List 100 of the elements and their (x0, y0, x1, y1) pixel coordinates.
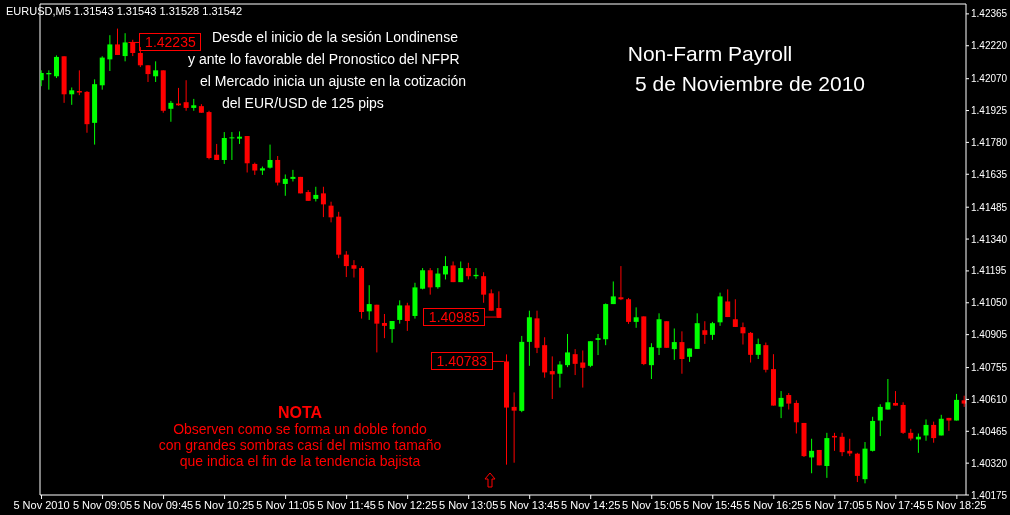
candlestick (397, 299, 403, 325)
candlestick (351, 259, 357, 279)
y-tick-label: 1.41485 (971, 201, 1008, 213)
annotation: 1.40783 (430, 352, 493, 371)
y-tick-label: 1.41925 (971, 105, 1008, 117)
candlestick (748, 331, 754, 364)
x-tick-label: 5 Nov 11:05 (256, 498, 315, 511)
candlestick (153, 60, 159, 83)
candlestick (854, 452, 860, 483)
candlestick (793, 399, 799, 434)
candlestick (755, 338, 761, 360)
candlestick (565, 333, 571, 368)
candlestick (435, 267, 441, 290)
x-tick-label: 5 Nov 09:05 (72, 498, 133, 511)
candlestick (53, 54, 59, 79)
candlestick (954, 393, 960, 422)
candlestick (877, 403, 883, 437)
x-tick-label: 5 Nov 15:45 (683, 498, 743, 511)
candlestick (328, 201, 334, 223)
candlestick (381, 313, 387, 339)
candlestick (557, 360, 563, 389)
annotation: que indica el fin de la tendencia bajista (178, 453, 422, 470)
candlestick (740, 322, 746, 346)
candlestick (374, 304, 380, 353)
candlestick (931, 421, 937, 444)
candlestick (671, 327, 677, 361)
candlestick (114, 28, 120, 56)
candlestick (427, 267, 433, 296)
y-tick-label: 1.40755 (971, 362, 1008, 374)
x-tick-label: 5 Nov 12:25 (377, 498, 438, 511)
candlestick (76, 69, 82, 96)
annotation: 1.42235 (139, 33, 202, 52)
candlestick (648, 342, 654, 380)
x-tick-label: 5 Nov 13:45 (500, 498, 560, 511)
candlestick (839, 432, 845, 457)
x-tick-label: 5 Nov 14:25 (561, 498, 621, 511)
candlestick (229, 131, 235, 161)
candlestick (595, 333, 601, 356)
candlestick (442, 255, 448, 280)
candlestick (732, 298, 738, 328)
y-tick-label: 1.40320 (971, 457, 1008, 469)
candlestick (183, 79, 189, 112)
y-tick-label: 1.42220 (971, 40, 1008, 52)
x-tick-label: 5 Nov 13:05 (439, 498, 499, 511)
y-tick-label: 1.41050 (971, 297, 1008, 309)
x-tick-label: 5 Nov 2010 (13, 498, 70, 511)
candlestick (221, 131, 227, 165)
annotation: NOTA (276, 404, 324, 422)
annotation: con grandes sombras casí del mismo tamaño (157, 437, 443, 454)
candlestick (580, 349, 586, 389)
y-tick-label: 1.41635 (971, 168, 1008, 180)
x-tick-label: 5 Nov 10:25 (194, 498, 255, 511)
candlestick (366, 284, 372, 321)
candlestick (778, 390, 784, 419)
x-tick-label: 5 Nov 16:25 (744, 498, 804, 511)
candlestick (267, 144, 273, 170)
y-tick-label: 1.40905 (971, 329, 1008, 341)
annotation: y ante lo favorable del Pronostico del NFPR (188, 51, 460, 68)
candlestick (626, 297, 632, 325)
candlestick (572, 348, 578, 376)
y-tick-label: 1.41195 (971, 265, 1007, 277)
candlestick (275, 155, 281, 186)
candlestick (725, 288, 731, 318)
candlestick (809, 438, 815, 474)
y-tick-label: 1.40610 (971, 393, 1008, 405)
candlestick (946, 417, 952, 432)
y-tick-label: 1.40175 (971, 489, 1008, 501)
candlestick (290, 169, 296, 183)
text: Non-Farm Payroll (626, 42, 794, 66)
annotation: del EUR/USD de 125 pips (222, 95, 384, 112)
candlestick (320, 186, 326, 218)
candlestick (404, 302, 410, 332)
candlestick (481, 271, 487, 304)
candlestick (168, 100, 174, 123)
candlestick (282, 173, 288, 197)
annotation: Desde el inicio de la sesión Londinense (212, 29, 458, 46)
candlestick (511, 391, 517, 464)
annotation: el Mercado inicia un ajuste en la cotización (200, 73, 467, 90)
y-tick-label: 1.42070 (971, 73, 1008, 85)
x-tick-label: 5 Nov 17:45 (866, 498, 926, 511)
x-tick-label: 5 Nov 18:25 (927, 498, 987, 511)
y-tick-label: 1.41780 (971, 136, 1008, 148)
text: 5 de Noviembre de 2010 (634, 72, 866, 96)
x-tick-label: 5 Nov 17:05 (805, 498, 865, 511)
candlestick (145, 64, 151, 83)
candlestick (488, 288, 494, 312)
candlestick (679, 330, 685, 375)
x-tick-label: 5 Nov 11:45 (317, 498, 376, 511)
annotation: 1.40985 (423, 308, 486, 327)
candlestick (107, 34, 113, 72)
candlestick (618, 265, 624, 301)
annotation: EURUSD,M5 1.31543 1.31543 1.31528 1.31542 (6, 5, 243, 18)
x-tick-label: 5 Nov 15:05 (622, 498, 682, 511)
x-tick-label: 5 Nov 09:45 (133, 498, 194, 511)
y-tick-label: 1.42365 (971, 8, 1008, 20)
candlestick (923, 418, 929, 442)
candlestick (549, 355, 555, 400)
candlestick (885, 378, 891, 411)
annotation: Observen como se forma un doble fondo (172, 421, 428, 438)
candlestick (122, 32, 128, 62)
